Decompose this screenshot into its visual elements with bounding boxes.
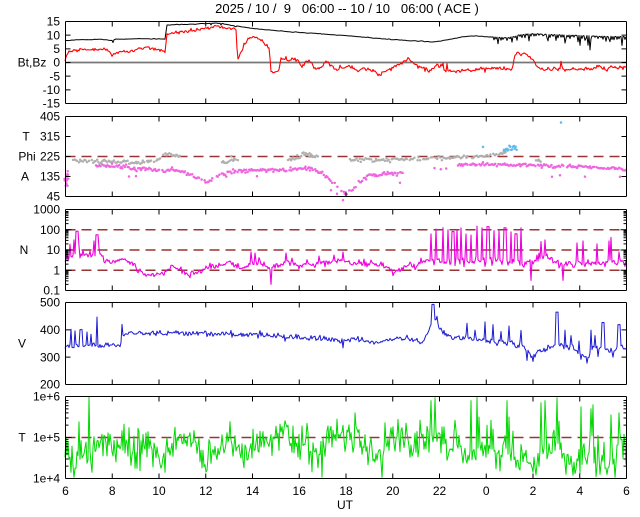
svg-text:V: V [18, 337, 26, 351]
svg-text:1e+4: 1e+4 [33, 472, 60, 486]
svg-text:1000: 1000 [33, 203, 60, 217]
svg-text:10: 10 [47, 243, 61, 257]
svg-text:T: T [18, 431, 26, 445]
svg-text:225: 225 [40, 150, 60, 164]
svg-text:200: 200 [40, 378, 60, 392]
svg-text:6: 6 [62, 484, 69, 498]
svg-text:10: 10 [152, 484, 166, 498]
svg-text:15: 15 [47, 15, 61, 29]
svg-text:4: 4 [576, 484, 583, 498]
svg-text:300: 300 [40, 350, 60, 364]
svg-text:1e+6: 1e+6 [33, 390, 60, 404]
svg-text:10: 10 [47, 28, 61, 42]
svg-text:2025 / 10 / 9 06:00 -- 10 /: 2025 / 10 / 9 06:00 -- 10 / 10 06:00 ( A… [215, 1, 479, 16]
svg-text:12: 12 [199, 484, 213, 498]
svg-text:20: 20 [386, 484, 400, 498]
svg-text:315: 315 [40, 130, 60, 144]
svg-text:8: 8 [109, 484, 116, 498]
svg-text:0: 0 [483, 484, 490, 498]
svg-text:500: 500 [40, 296, 60, 310]
svg-text:0: 0 [53, 56, 60, 70]
svg-text:45: 45 [47, 190, 61, 204]
svg-text:16: 16 [293, 484, 307, 498]
svg-text:400: 400 [40, 323, 60, 337]
svg-text:22: 22 [433, 484, 447, 498]
svg-text:UT: UT [337, 498, 354, 512]
svg-text:T: T [22, 130, 30, 144]
svg-text:0.1: 0.1 [43, 284, 60, 298]
svg-text:-5: -5 [49, 69, 60, 83]
svg-text:135: 135 [40, 170, 60, 184]
svg-text:18: 18 [339, 484, 353, 498]
svg-text:N: N [20, 243, 29, 257]
svg-text:6: 6 [623, 484, 630, 498]
svg-text:-15: -15 [43, 97, 61, 111]
svg-text:2: 2 [530, 484, 537, 498]
svg-text:A: A [21, 170, 29, 184]
svg-text:14: 14 [246, 484, 260, 498]
svg-text:Bt,Bz: Bt,Bz [18, 56, 47, 70]
svg-text:Phi: Phi [18, 150, 35, 164]
svg-text:405: 405 [40, 110, 60, 124]
svg-text:-10: -10 [43, 83, 61, 97]
svg-text:5: 5 [53, 42, 60, 56]
svg-text:1e+5: 1e+5 [33, 431, 60, 445]
svg-text:100: 100 [40, 223, 60, 237]
svg-text:1: 1 [53, 263, 60, 277]
